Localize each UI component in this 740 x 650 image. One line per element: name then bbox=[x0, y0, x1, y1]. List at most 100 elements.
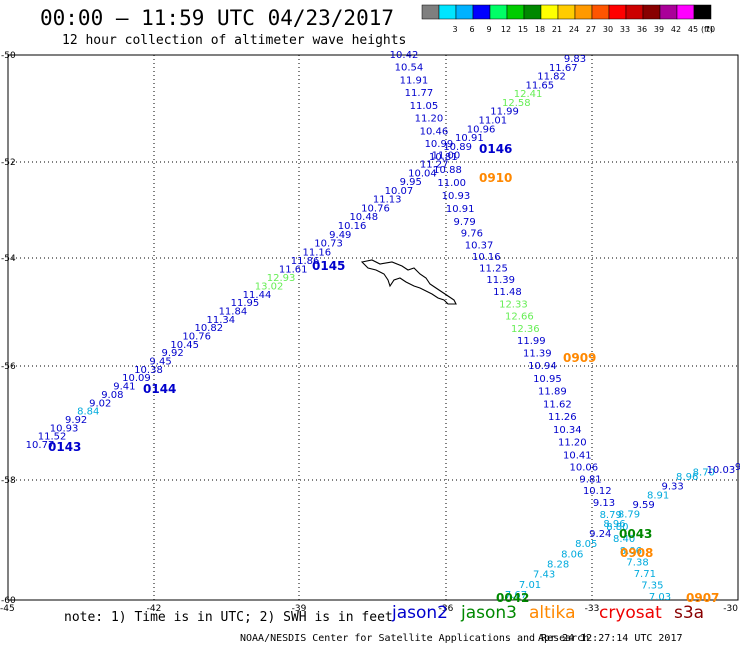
swh-value-label: 9.41 bbox=[113, 382, 135, 393]
swh-value-label: 10.96 bbox=[467, 124, 496, 135]
legend-swatch bbox=[438, 4, 457, 20]
swh-value-label: 11.82 bbox=[537, 72, 566, 83]
swh-value-label: 10.77 bbox=[26, 440, 55, 451]
page-title: 00:00 – 11:59 UTC 04/23/2017 bbox=[40, 6, 395, 30]
swh-value-label: 11.48 bbox=[493, 287, 522, 298]
legend-swatch bbox=[557, 4, 576, 20]
sat-jason2: jason2 bbox=[392, 603, 448, 623]
swh-value-label: 10.09 bbox=[122, 373, 151, 384]
altimeter-tracks: 10.7711.5210.939.928.849.029.089.4110.09… bbox=[26, 50, 740, 603]
lat-tick-label: -58 bbox=[1, 476, 16, 486]
swh-value-label: 11.52 bbox=[38, 432, 67, 443]
legend-swatch bbox=[455, 4, 474, 20]
pass-id-label: 0145 bbox=[312, 259, 345, 273]
footer-credit: NOAA/NESDIS Center for Satellite Applica… bbox=[240, 633, 590, 644]
swh-value-label: 11.05 bbox=[410, 101, 439, 112]
swh-value-label: 10.91 bbox=[455, 133, 484, 144]
swh-value-label: 10.16 bbox=[338, 221, 367, 232]
swh-value-label: 9.92 bbox=[161, 348, 183, 359]
swh-value-label: 12.33 bbox=[499, 299, 528, 310]
axis-ticks: -45 -42 -39 -36 -33 -30 -50 -52 -54 -56 -58 -60 bbox=[0, 51, 738, 614]
swh-value-label: 7.43 bbox=[533, 570, 555, 581]
lat-tick-label: -54 bbox=[1, 254, 16, 264]
legend-label: 9 bbox=[486, 25, 491, 34]
swh-value-label: 10.48 bbox=[349, 212, 378, 223]
swh-value-label: 8.28 bbox=[547, 560, 569, 571]
swh-value-label: 11.44 bbox=[243, 290, 272, 301]
swh-value-label: 11.20 bbox=[558, 438, 587, 449]
swh-value-label: 9.79 bbox=[454, 217, 476, 228]
swh-value-label: 11.39 bbox=[486, 275, 515, 286]
swh-value-label: 12.66 bbox=[505, 312, 534, 323]
swh-value-label: 11.91 bbox=[400, 75, 429, 86]
swh-value-label: 9.83 bbox=[564, 54, 586, 65]
swh-value-label: 11.20 bbox=[415, 114, 444, 125]
color-legend: 3 6 9 12 15 18 21 24 27 30 33 36 39 42 45 70(ft) bbox=[421, 4, 715, 34]
pass-id-label: 0908 bbox=[620, 546, 653, 560]
lon-tick-label: -42 bbox=[147, 604, 162, 614]
legend-label: 70 bbox=[705, 25, 715, 34]
swh-value-label: 9.92 bbox=[65, 415, 87, 426]
swh-value-label: 8.70 bbox=[693, 468, 715, 479]
legend-swatch bbox=[591, 4, 610, 20]
legend-label: 6 bbox=[469, 25, 474, 34]
swh-value-label: 11.77 bbox=[405, 88, 434, 99]
legend-swatch bbox=[472, 4, 491, 20]
swh-value-label: 8.05 bbox=[575, 539, 597, 550]
swh-value-label: 11.86 bbox=[291, 256, 320, 267]
swh-value-label: 8.96 bbox=[603, 519, 625, 530]
legend-label: 30 bbox=[603, 25, 613, 34]
swh-value-label: 11.13 bbox=[373, 195, 402, 206]
swh-value-label: 10.91 bbox=[446, 204, 475, 215]
swh-value-label: 9.24 bbox=[589, 529, 611, 540]
map-frame bbox=[7, 54, 739, 601]
swh-value-label: 11.26 bbox=[548, 412, 577, 423]
legend-label: 3 bbox=[452, 25, 457, 34]
swh-value-label: 10.54 bbox=[395, 63, 424, 74]
swh-value-label: 10.82 bbox=[194, 323, 223, 334]
legend-swatch bbox=[506, 4, 525, 20]
swh-value-label: 9 bbox=[735, 462, 740, 473]
swh-value-label: 10.37 bbox=[465, 240, 494, 251]
swh-value-label: 9.81 bbox=[579, 474, 601, 485]
swh-value-label: 7.67 bbox=[505, 590, 527, 601]
swh-value-label: 8.91 bbox=[647, 491, 669, 502]
track-a: 10.7711.5210.939.928.849.029.089.4110.09… bbox=[26, 54, 586, 451]
legend-label: 36 bbox=[637, 25, 647, 34]
swh-value-label: 8.06 bbox=[561, 549, 583, 560]
swh-value-label: 10.76 bbox=[361, 203, 390, 214]
swh-value-label: 7.01 bbox=[519, 580, 541, 591]
swh-value-label: 12.93 bbox=[267, 273, 296, 284]
swh-value-label: 10.07 bbox=[385, 186, 414, 197]
swh-value-label: 11.62 bbox=[543, 399, 572, 410]
swh-value-label: 11.16 bbox=[303, 247, 332, 258]
lon-tick-label: -36 bbox=[439, 604, 454, 614]
swh-value-label: 8.79 bbox=[600, 510, 622, 521]
swh-value-label: 9.49 bbox=[329, 230, 351, 241]
swh-value-label: 10.81 bbox=[429, 152, 458, 163]
swh-value-label: 8.84 bbox=[77, 407, 99, 418]
map-grid bbox=[7, 54, 739, 601]
swh-value-label: 9.02 bbox=[89, 398, 111, 409]
pass-id-label: 0143 bbox=[48, 440, 81, 454]
pass-id-label: 0043 bbox=[619, 527, 652, 541]
lon-tick-label: -30 bbox=[723, 604, 738, 614]
track-b: 10.4210.5411.9111.7711.0511.2010.4610.99… bbox=[390, 50, 671, 603]
lat-tick-label: -50 bbox=[1, 51, 16, 61]
swh-value-label: 12.41 bbox=[514, 89, 543, 100]
track-c: 7.677.017.438.288.068.059.248.968.799.59… bbox=[505, 462, 740, 601]
swh-value-label: 8.40 bbox=[613, 534, 635, 545]
swh-value-label: 8.96 bbox=[676, 472, 698, 483]
swh-value-label: 10.88 bbox=[433, 165, 462, 176]
swh-value-label: 11.39 bbox=[523, 349, 552, 360]
swh-value-label: 8.06 bbox=[620, 546, 642, 557]
legend-swatch bbox=[676, 4, 695, 20]
legend-swatch bbox=[642, 4, 661, 20]
sat-cryosat: cryosat bbox=[599, 603, 662, 623]
swh-value-label: 7.35 bbox=[641, 581, 663, 592]
swh-value-label: 11.95 bbox=[231, 298, 260, 309]
sat-s3a: s3a bbox=[674, 603, 705, 623]
swh-value-label: 9.08 bbox=[101, 390, 123, 401]
swh-value-label: 10.93 bbox=[50, 423, 79, 434]
